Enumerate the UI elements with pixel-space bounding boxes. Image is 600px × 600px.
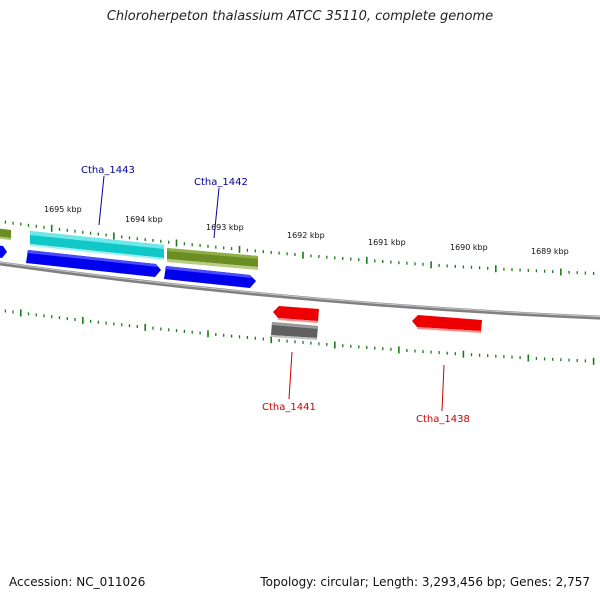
scale-label-1695: 1695 kbp [44, 205, 82, 214]
gene-ctha-1443-cyan[interactable] [30, 231, 164, 260]
gene-label-ctha-1442[interactable]: Ctha_1442 [194, 177, 248, 188]
scale-ticks-upper [4, 220, 595, 276]
scale-label-1691: 1691 kbp [368, 238, 406, 247]
gene-blue-2[interactable] [164, 266, 256, 288]
leader-line-ctha-1441 [288, 351, 293, 400]
gene-blue-1[interactable] [26, 250, 161, 277]
gene-ctha-1438-red[interactable] [412, 315, 482, 333]
scale-label-1694: 1694 kbp [125, 215, 163, 224]
gene-label-ctha-1441[interactable]: Ctha_1441 [262, 402, 316, 413]
genome-backbone [0, 261, 600, 320]
leader-line-ctha-1443 [98, 175, 105, 226]
leader-line-ctha-1442 [213, 187, 220, 239]
gene-ctha-1441-red[interactable] [273, 306, 319, 323]
map-title: Chloroherpeton thalassium ATCC 35110, co… [106, 9, 494, 24]
gene-label-ctha-1438[interactable]: Ctha_1438 [416, 414, 470, 425]
scale-label-1690: 1690 kbp [450, 243, 488, 252]
gene-olive-left-edge[interactable] [0, 228, 11, 240]
scale-label-1689: 1689 kbp [531, 247, 569, 256]
accession-text: Accession: NC_011026 [9, 575, 146, 589]
genome-summary-text: Topology: circular; Length: 3,293,456 bp… [260, 575, 590, 589]
scale-label-1693: 1693 kbp [206, 223, 244, 232]
scale-ticks-lower [4, 309, 595, 365]
gene-label-ctha-1443[interactable]: Ctha_1443 [81, 165, 135, 176]
gene-ctha-1442-olive[interactable] [167, 248, 258, 270]
gene-gray[interactable] [271, 322, 318, 340]
scale-label-1692: 1692 kbp [287, 231, 325, 240]
gene-blue-left-edge[interactable] [0, 245, 7, 258]
leader-line-ctha-1438 [441, 364, 445, 412]
